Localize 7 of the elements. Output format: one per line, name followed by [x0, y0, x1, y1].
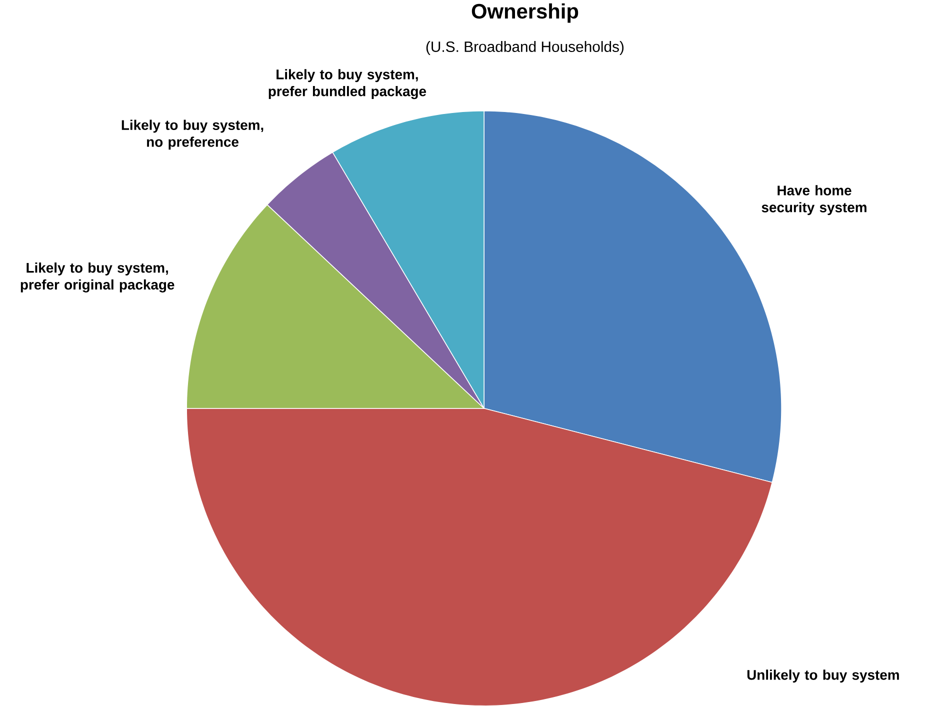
- slice-label: Likely to buy system, no preference: [122, 120, 264, 150]
- chart-title: Ownership: [472, 3, 578, 23]
- slice-label: Likely to buy system, prefer original package: [20, 262, 174, 292]
- slice-label: Likely to buy system, prefer bundled package: [268, 69, 426, 99]
- chart-subtitle: (U.S. Broadband Households): [426, 40, 624, 55]
- slice-label: Have home security system: [762, 185, 866, 215]
- slice-label: Unlikely to buy system: [747, 669, 899, 682]
